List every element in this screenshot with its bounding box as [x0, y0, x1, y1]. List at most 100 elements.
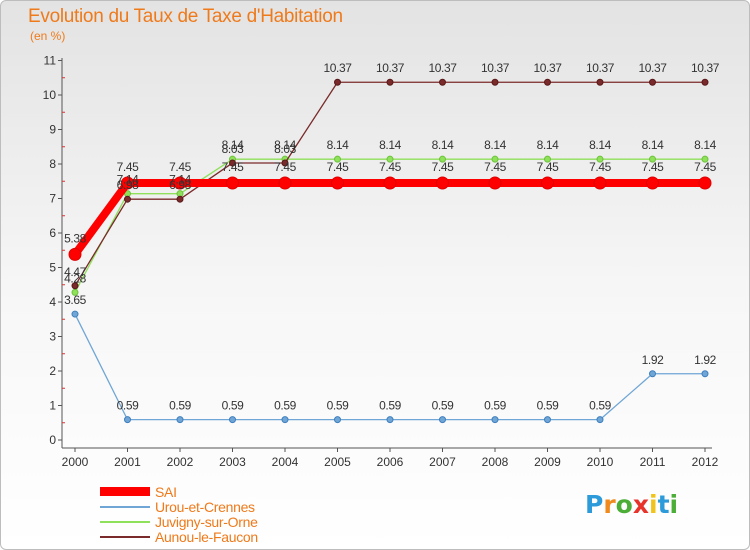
y-tick-label: 8: [49, 157, 56, 171]
x-tick-label: 2000: [62, 455, 89, 469]
x-tick-label: 2007: [429, 455, 456, 469]
data-label: 0.59: [169, 399, 191, 413]
x-tick-label: 2001: [114, 455, 141, 469]
y-tick-label: 7: [49, 192, 56, 206]
series-point-0: [541, 176, 554, 190]
series-point-3: [124, 195, 131, 203]
series-point-0: [121, 176, 134, 190]
y-tick-label: 3: [49, 330, 56, 344]
series-point-1: [386, 416, 394, 424]
series-point-3: [544, 78, 551, 86]
series-point-0: [331, 176, 344, 190]
series-point-3: [281, 159, 289, 167]
series-point-2: [386, 155, 394, 163]
series-point-2: [544, 155, 551, 163]
series-point-0: [436, 176, 449, 190]
series-point-1: [491, 416, 499, 424]
data-label: 5.38: [64, 231, 86, 245]
chart-axes: 0 1 2 3 4 5 6 7 8 9 10 11 2000 2001 2002 2003 2004 2005 20…: [43, 54, 719, 470]
data-label: 6.98: [169, 178, 191, 192]
legend-swatch-juvigny-sur-orne: [100, 520, 150, 523]
series-point-1: [439, 416, 446, 424]
data-label: 10.37: [481, 61, 510, 75]
y-tick-label: 4: [49, 295, 56, 309]
data-label: 8.14: [327, 138, 349, 152]
series-point-1: [229, 416, 236, 424]
data-label: 7.45: [169, 160, 191, 174]
series-point-2: [701, 155, 709, 163]
chart-subtitle: (en %): [30, 29, 66, 43]
series-point-2: [71, 288, 79, 296]
series-point-0: [488, 176, 502, 190]
legend-label-juvigny-sur-orne: Juvigny-sur-Orne: [155, 513, 258, 530]
legend-item-urou-et-crennes: Urou-et-Crennes: [100, 499, 258, 515]
series-point-3: [229, 159, 236, 167]
y-tick-label: 0: [49, 433, 56, 447]
series-point-3: [334, 78, 341, 86]
data-label: 7.45: [274, 160, 296, 174]
y-tick-label: 9: [49, 123, 56, 137]
data-label: 0.59: [484, 399, 506, 413]
series-point-0: [383, 176, 397, 190]
series-point-1: [544, 416, 551, 424]
legend-swatch-aunou-le-faucon: [100, 535, 150, 538]
series-point-3: [439, 78, 446, 86]
series-point-3: [649, 78, 656, 86]
legend-label-aunou-le-faucon: Aunou-le-Faucon: [155, 528, 258, 545]
series-point-0: [593, 176, 607, 190]
data-label: 0.59: [222, 399, 244, 413]
legend-swatch-urou-et-crennes: [100, 505, 150, 508]
data-label: 7.45: [379, 160, 401, 174]
x-tick-label: 2011: [640, 455, 666, 469]
series-point-2: [491, 155, 499, 163]
series-point-2: [596, 155, 604, 163]
data-label: 8.14: [379, 138, 401, 152]
legend-label-sai: SAI: [155, 483, 177, 500]
data-label: 7.45: [589, 160, 611, 174]
data-label: 8.14: [537, 138, 559, 152]
data-label: 10.37: [533, 61, 562, 75]
y-tick-label: 11: [44, 54, 57, 68]
data-label: 8.14: [589, 138, 611, 152]
data-label: 0.59: [274, 399, 296, 413]
series-point-2: [439, 155, 446, 163]
y-tick-label: 1: [49, 399, 56, 413]
series-point-0: [226, 176, 239, 190]
data-label: 0.59: [537, 399, 559, 413]
series-point-1: [334, 416, 341, 424]
data-label: 1.92: [694, 353, 716, 367]
data-label: 0.59: [117, 399, 139, 413]
data-label: 8.14: [432, 138, 454, 152]
data-label: 7.45: [694, 160, 716, 174]
x-tick-label: 2009: [534, 455, 561, 469]
y-tick-label: 6: [49, 226, 56, 240]
series-point-3: [71, 282, 79, 290]
x-tick-label: 2006: [377, 455, 404, 469]
series-point-2: [649, 155, 656, 163]
data-label: 10.37: [638, 61, 667, 75]
chart-title: Evolution du Taux de Taxe d'Habitation: [28, 6, 343, 27]
data-label: 10.37: [376, 61, 405, 75]
series-point-3: [176, 195, 184, 203]
legend-item-sai: SAI: [100, 483, 258, 500]
legend-item-juvigny-sur-orne: Juvigny-sur-Orne: [100, 513, 258, 530]
data-label: 7.45: [117, 160, 139, 174]
data-label: 4.47: [64, 265, 86, 279]
data-label: 8.14: [274, 138, 296, 152]
series-point-1: [176, 416, 184, 424]
data-label: 8.03: [222, 142, 244, 156]
data-label: 0.59: [327, 399, 349, 413]
legend: SAI Urou-et-Crennes Juvigny-sur-Orne Aun…: [100, 483, 258, 545]
data-label: 7.45: [327, 160, 349, 174]
y-tick-label: 2: [49, 364, 56, 378]
data-label: 6.98: [117, 178, 139, 192]
series-point-1: [596, 416, 604, 424]
legend-item-aunou-le-faucon: Aunou-le-Faucon: [100, 528, 258, 545]
data-label: 10.37: [691, 61, 720, 75]
x-tick-label: 2008: [482, 455, 509, 469]
series-point-0: [68, 247, 82, 261]
x-tick-label: 2012: [692, 455, 719, 469]
logo-letter: i: [669, 490, 679, 519]
logo-letter: o: [615, 490, 633, 519]
